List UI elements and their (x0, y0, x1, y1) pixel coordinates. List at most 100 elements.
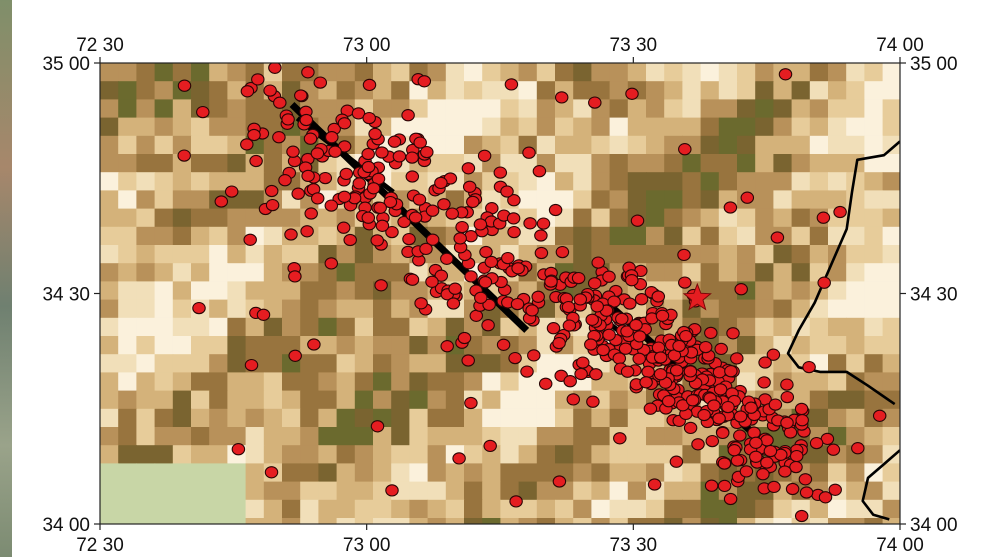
earthquake-event (446, 297, 461, 310)
terrain-cell (118, 281, 137, 301)
terrain-cell (118, 390, 137, 410)
terrain-cell (864, 354, 884, 373)
terrain-cell (591, 208, 611, 228)
earthquake-event (272, 131, 286, 144)
earthquake-event (733, 429, 747, 442)
terrain-cell (227, 154, 247, 173)
boundary-segment (861, 449, 900, 521)
terrain-cell (536, 463, 556, 483)
terrain-cell (191, 172, 210, 191)
terrain-cell (354, 281, 374, 301)
earthquake-event (286, 145, 300, 158)
terrain-cell (209, 299, 228, 319)
terrain-cell (409, 499, 429, 519)
terrain-cell (282, 63, 301, 82)
terrain-cell (154, 518, 174, 524)
axis-ticks (94, 57, 906, 530)
terrain-cell (263, 354, 283, 373)
terrain-cell (354, 445, 374, 464)
terrain-cell (482, 408, 501, 428)
terrain-cell (427, 481, 447, 501)
terrain-cell (482, 99, 501, 119)
terrain-cell (518, 427, 538, 446)
earthquake-event (244, 358, 259, 372)
terrain-cell (336, 427, 356, 446)
earthquake-event (478, 276, 493, 289)
earthquake-event (506, 212, 521, 225)
terrain-cell (700, 208, 720, 228)
terrain-cell (882, 81, 900, 100)
terrain-cell (300, 372, 319, 392)
terrain-cell (791, 190, 811, 210)
terrain-cell (409, 317, 429, 337)
terrain-cell (682, 63, 702, 82)
lat-tick-label: 34 00 (910, 515, 958, 536)
earthquake-event (324, 199, 339, 212)
terrain-cell (791, 208, 811, 228)
terrain-cell (737, 263, 756, 282)
earthquake-event (588, 96, 602, 109)
terrain-cell (536, 190, 556, 210)
terrain-cell (791, 81, 811, 100)
terrain-cell (536, 445, 556, 464)
terrain-cell (773, 336, 793, 355)
earthquake-event (770, 231, 785, 244)
earthquake-event (763, 444, 778, 458)
terrain-cell (646, 245, 665, 264)
terrain-cell (864, 390, 884, 410)
terrain-cell (336, 390, 356, 410)
terrain-cell (100, 317, 119, 337)
earthquake-event (576, 356, 590, 369)
terrain-cell (318, 481, 338, 501)
terrain-cell (864, 299, 884, 319)
terrain-cell (846, 336, 865, 355)
terrain-cell (172, 190, 192, 210)
terrain-cell (118, 299, 137, 319)
lat-tick-label: 34 30 (42, 285, 90, 306)
terrain-cell (518, 408, 538, 428)
terrain-cell (118, 408, 137, 428)
terrain-cell (172, 63, 192, 82)
earthquake-event (462, 180, 477, 193)
terrain-cell (263, 154, 283, 173)
terrain-cell (682, 99, 702, 119)
earthquake-event (370, 420, 385, 433)
terrain-cell (136, 317, 156, 337)
terrain-cell (318, 390, 338, 410)
earthquake-event (484, 255, 499, 269)
earthquake-event (536, 217, 551, 230)
terrain-cell (664, 81, 683, 100)
terrain-cell (427, 336, 447, 355)
earthquake-event (639, 376, 653, 389)
earthquake-event (607, 295, 621, 308)
terrain-cell (609, 135, 629, 155)
terrain-cell (700, 81, 720, 100)
terrain-cell (828, 154, 847, 173)
terrain-cell (154, 299, 174, 319)
earthquake-event (437, 198, 451, 211)
earthquake-event (613, 432, 627, 445)
earthquake-event (375, 219, 390, 232)
terrain-cell (627, 499, 647, 519)
terrain-cell (500, 408, 520, 428)
terrain-cell (846, 245, 865, 264)
terrain-cell (828, 263, 847, 282)
terrain-cell (354, 245, 374, 264)
terrain-cell (536, 499, 556, 519)
earthquake-event (721, 400, 735, 414)
earthquake-event (434, 269, 449, 282)
map-overlays (177, 63, 900, 523)
earthquake-event (789, 460, 803, 474)
terrain-cell (136, 518, 156, 524)
terrain-cell (864, 518, 884, 524)
lon-tick-label: 73 00 (343, 535, 391, 556)
terrain-cell (245, 336, 265, 355)
terrain-cell (700, 463, 720, 483)
terrain-cell (500, 445, 520, 464)
terrain-cell (737, 245, 756, 264)
earthquake-event (324, 257, 339, 270)
earthquake-event (778, 68, 793, 81)
terrain-cell (555, 154, 574, 173)
terrain-cell (336, 263, 356, 282)
terrain-cell (737, 299, 756, 319)
